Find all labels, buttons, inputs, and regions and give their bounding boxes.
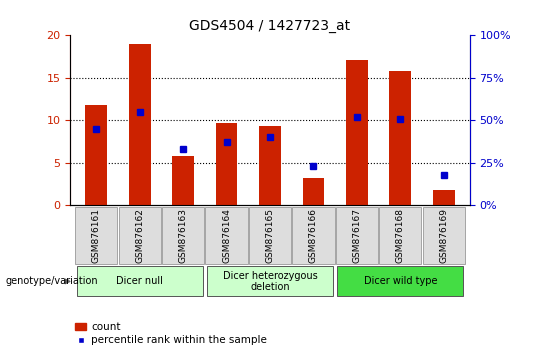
Bar — [129, 44, 151, 205]
Bar — [302, 178, 325, 205]
Text: GSM876162: GSM876162 — [135, 208, 144, 263]
Bar — [389, 71, 411, 205]
Bar — [259, 126, 281, 205]
Text: GSM876167: GSM876167 — [353, 208, 361, 263]
Text: GSM876168: GSM876168 — [396, 208, 405, 263]
Text: GSM876164: GSM876164 — [222, 208, 231, 263]
Text: Dicer heterozygous
deletion: Dicer heterozygous deletion — [222, 270, 318, 292]
Bar — [215, 123, 238, 205]
Legend: count, percentile rank within the sample: count, percentile rank within the sample — [76, 322, 267, 345]
Bar — [346, 60, 368, 205]
Text: GSM876165: GSM876165 — [266, 208, 274, 263]
Text: genotype/variation: genotype/variation — [5, 276, 98, 286]
Bar — [172, 156, 194, 205]
Text: Dicer null: Dicer null — [116, 276, 163, 286]
Text: Dicer wild type: Dicer wild type — [363, 276, 437, 286]
Text: GSM876166: GSM876166 — [309, 208, 318, 263]
Title: GDS4504 / 1427723_at: GDS4504 / 1427723_at — [190, 19, 350, 33]
Bar — [433, 190, 455, 205]
Text: GSM876161: GSM876161 — [92, 208, 101, 263]
Bar — [85, 105, 107, 205]
Text: GSM876163: GSM876163 — [179, 208, 187, 263]
Text: GSM876169: GSM876169 — [439, 208, 448, 263]
